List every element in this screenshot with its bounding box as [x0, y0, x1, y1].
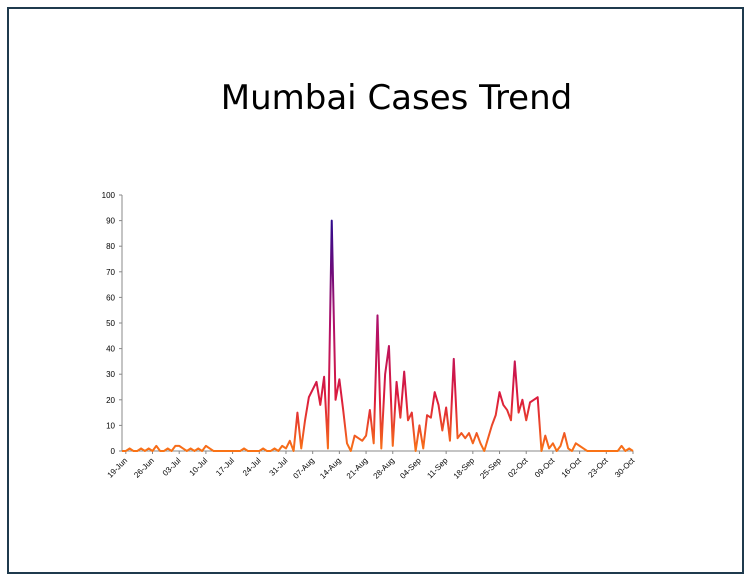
x-tick-label: 25-Sep [478, 456, 503, 481]
y-tick-label: 80 [106, 242, 115, 251]
x-tick-label: 11-Sep [425, 456, 450, 481]
y-tick-label: 100 [102, 191, 116, 200]
y-tick-label: 40 [106, 345, 115, 354]
y-tick-label: 90 [106, 217, 115, 226]
x-tick-label: 07-Aug [291, 456, 316, 481]
chart-title: Mumbai Cases Trend [220, 78, 573, 118]
y-tick-label: 20 [106, 396, 115, 405]
x-tick-label: 30-Oct [613, 456, 637, 480]
series-line [122, 219, 634, 452]
y-tick-label: 50 [106, 319, 115, 328]
y-tick-label: 0 [111, 447, 116, 456]
x-axis: 19-Jun 26-Jun 03-Jul 10-Jul 17-Jul 24-Jul 31-J… [106, 450, 637, 481]
x-tick-label: 26-Jun [132, 456, 156, 480]
y-tick-label: 70 [106, 268, 115, 277]
chart-frame [7, 7, 744, 574]
y-axis: 0 10 20 30 40 50 60 70 80 90 100 [102, 191, 123, 456]
x-tick-label: 03-Jul [161, 456, 183, 478]
x-tick-label: 23-Oct [586, 456, 610, 480]
x-tick-label: 19-Jun [106, 456, 130, 480]
y-tick-label: 10 [106, 421, 115, 430]
x-tick-label: 04-Sep [398, 456, 423, 481]
x-tick-label: 18-Sep [452, 456, 477, 481]
x-tick-label: 10-Jul [188, 456, 210, 478]
series-cases [122, 219, 634, 452]
x-tick-label: 16-Oct [560, 456, 584, 480]
x-tick-label: 21-Aug [345, 456, 370, 481]
x-tick-label: 17-Jul [214, 456, 236, 478]
x-tick-label: 14-Aug [318, 456, 343, 481]
x-tick-label: 31-Jul [268, 456, 290, 478]
x-tick-label: 09-Oct [533, 456, 557, 480]
y-tick-label: 60 [106, 293, 115, 302]
x-tick-label: 28-Aug [372, 456, 397, 481]
x-tick-label: 24-Jul [241, 456, 263, 478]
y-tick-label: 30 [106, 370, 115, 379]
x-tick-label: 02-Oct [506, 456, 530, 480]
